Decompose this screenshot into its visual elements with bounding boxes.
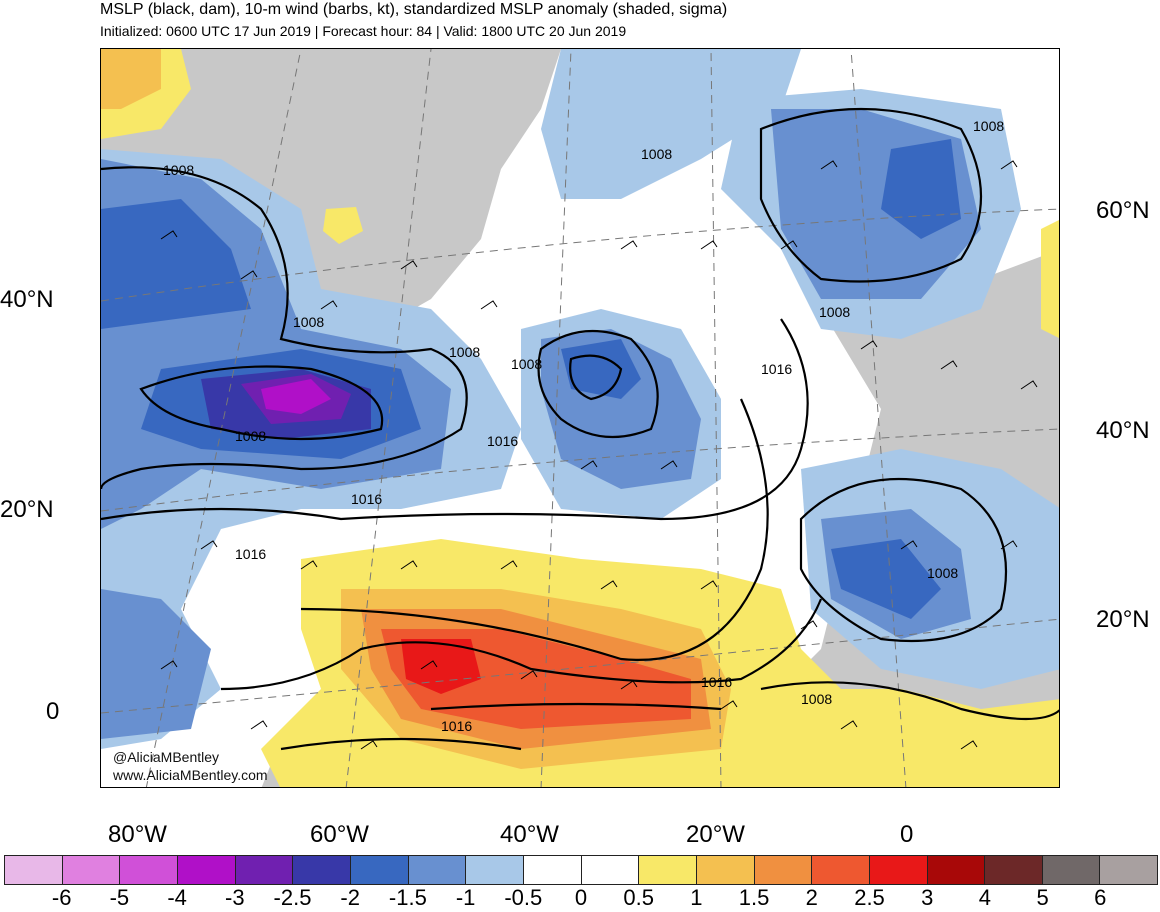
colorbar-tick-label: -2.5 <box>273 885 312 910</box>
colorbar-tick-label: -1.5 <box>388 885 427 910</box>
colorbar-swatch <box>293 856 351 884</box>
isobar-label: 1016 <box>441 718 472 734</box>
lon-label: 40°W <box>500 821 559 848</box>
colorbar-swatch <box>927 856 986 884</box>
anomaly-neg-15-scandinavia <box>881 139 961 239</box>
anomaly-neg-1-pacific <box>101 589 211 739</box>
anomaly-neg-15-west <box>101 199 251 329</box>
lat-label-right: 60°N <box>1096 197 1150 224</box>
isobar-lines <box>101 107 1059 751</box>
isobar-label-group: 1008 1008 1008 1008 1008 1008 1008 1008 … <box>163 118 1004 734</box>
isobar-label: 1008 <box>927 565 958 581</box>
colorbar-tick-label: 3 <box>921 885 934 910</box>
colorbar-tick-label: -5 <box>109 885 130 910</box>
colorbar-tick-label: -6 <box>51 885 72 910</box>
anomaly-pos-05-europe <box>1041 220 1059 338</box>
wind-barbs <box>160 160 1038 750</box>
colorbar-swatch <box>639 856 697 884</box>
colorbar-swatch <box>985 856 1043 884</box>
lon-label: 80°W <box>108 821 167 848</box>
chart-title: MSLP (black, dam), 10-m wind (barbs, kt)… <box>100 1 728 18</box>
colorbar-tick-label: 5 <box>1036 885 1049 910</box>
colorbar-swatch <box>62 856 121 884</box>
isobar-label: 1008 <box>235 428 266 444</box>
lon-label: 20°W <box>686 821 745 848</box>
isobar-label: 1016 <box>487 433 518 449</box>
colorbar-tick-label: 2 <box>805 885 818 910</box>
anomaly-neg-15-central <box>561 339 641 399</box>
colorbar-swatch <box>120 856 178 884</box>
graticule <box>101 49 1059 787</box>
colorbar-tick-label: 6 <box>1094 885 1107 910</box>
colorbar-swatch <box>523 856 582 884</box>
colorbar-tick-label: -1 <box>455 885 476 910</box>
colorbar-tick-label: -2 <box>340 885 360 910</box>
lat-label-left: 0 <box>46 698 60 725</box>
credit-website: www.AliciaMBentley.com <box>113 767 268 783</box>
colorbar-swatch <box>581 856 640 884</box>
lon-label: 0 <box>900 821 914 848</box>
colorbar-swatch <box>754 856 813 884</box>
anomaly-pos-25-tropics <box>401 639 481 694</box>
anomaly-pos-1-north <box>101 49 161 109</box>
isobar-label: 1016 <box>701 674 732 690</box>
colorbar-swatch <box>235 856 294 884</box>
isobar-label: 1008 <box>511 356 542 372</box>
isobar-label: 1008 <box>801 691 832 707</box>
colorbar-tick-label: 1.5 <box>738 885 770 910</box>
colorbar-tick-label: 0 <box>574 885 588 910</box>
colorbar-tick-label: -4 <box>167 885 187 910</box>
isobar-label: 1016 <box>761 361 792 377</box>
isobar-label: 1008 <box>163 162 194 178</box>
colorbar <box>4 855 1158 885</box>
credit-handle: @AliciaMBentley <box>113 749 220 765</box>
anomaly-neg-3-mid <box>261 379 331 414</box>
anomaly-pos-05-baffin <box>323 207 363 244</box>
colorbar-swatch <box>869 856 928 884</box>
lat-label-right: 20°N <box>1096 606 1150 633</box>
colorbar-tick-label: 0.5 <box>623 885 654 910</box>
chart-subtitle: Initialized: 0600 UTC 17 Jun 2019 | Fore… <box>100 23 627 39</box>
colorbar-swatch <box>696 856 755 884</box>
map-canvas: 1008 1008 1008 1008 1008 1008 1008 1008 … <box>101 49 1059 787</box>
lon-label: 60°W <box>310 821 369 848</box>
colorbar-labels: -6 -5 -4 -3 -2.5 -2 -1.5 -1 -0.5 0 0.5 1 1.5 2 2.5 3 4 5 6 <box>0 886 1160 912</box>
colorbar-tick-label: -3 <box>225 885 245 910</box>
isobar-label: 1008 <box>973 118 1004 134</box>
colorbar-swatch <box>1100 856 1158 884</box>
colorbar-tick-label: 2.5 <box>854 885 885 910</box>
weather-map: 1008 1008 1008 1008 1008 1008 1008 1008 … <box>100 48 1060 788</box>
lat-label-left: 40°N <box>0 286 54 313</box>
anomaly-neg-05-north <box>541 49 801 199</box>
isobar-label: 1008 <box>641 146 672 162</box>
colorbar-swatch <box>466 856 524 884</box>
isobar-label: 1016 <box>235 546 266 562</box>
colorbar-swatch <box>408 856 467 884</box>
lat-label-right: 40°N <box>1096 417 1150 444</box>
colorbar-swatch <box>5 856 63 884</box>
colorbar-tick-label: -0.5 <box>504 885 543 910</box>
lat-label-left: 20°N <box>0 496 54 523</box>
colorbar-swatch <box>1042 856 1101 884</box>
colorbar-swatch <box>177 856 236 884</box>
colorbar-tick-label: 4 <box>978 885 992 910</box>
colorbar-swatch <box>350 856 409 884</box>
colorbar-swatch <box>812 856 870 884</box>
isobar-label: 1008 <box>449 344 480 360</box>
anomaly-neg-15-africa <box>831 539 941 619</box>
isobar-label: 1016 <box>351 491 382 507</box>
isobar-label: 1008 <box>293 314 324 330</box>
colorbar-tick-label: 1 <box>690 885 703 910</box>
isobar-label: 1008 <box>819 304 850 320</box>
